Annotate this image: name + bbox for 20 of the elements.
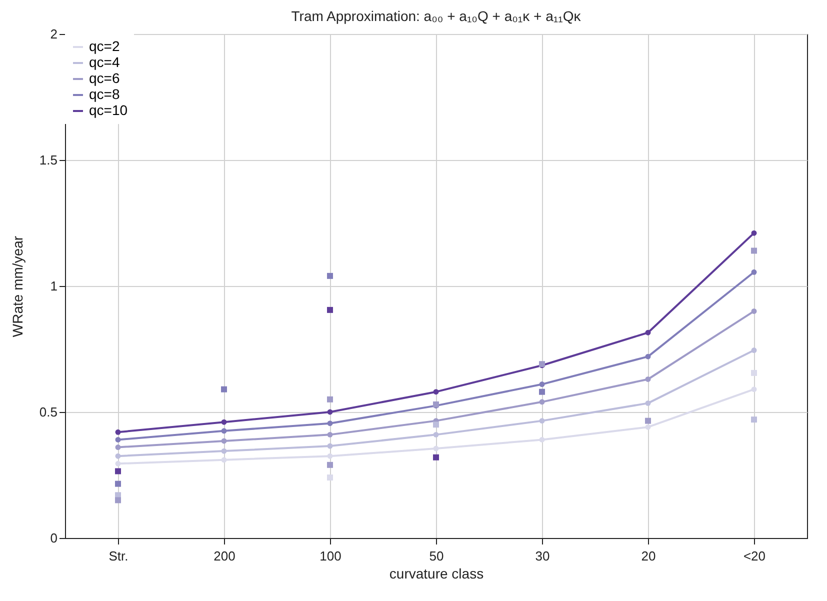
x-tick-label: <20 (743, 548, 766, 564)
legend-label: qc=10 (89, 102, 128, 118)
legend-label: qc=4 (89, 54, 120, 70)
x-tick-label: 100 (320, 548, 342, 564)
x-tick-label: 50 (429, 548, 444, 564)
x-axis-title: curvature class (389, 566, 484, 582)
x-tick-label: 200 (214, 548, 236, 564)
y-tick-label: 1.5 (39, 152, 58, 168)
y-tick-label: 1 (50, 278, 58, 294)
x-tick-label: 30 (535, 548, 550, 564)
legend-label: qc=2 (89, 38, 120, 54)
legend-label: qc=8 (89, 86, 120, 102)
x-tick-label: Str. (108, 548, 128, 564)
x-tick-label: 20 (641, 548, 656, 564)
chart-title: Tram Approximation: a₀₀ + a₁₀Q + a₀₁κ + a₁₁Qκ (291, 8, 582, 24)
y-tick-label: 0 (50, 530, 58, 546)
legend-label: qc=6 (89, 70, 120, 86)
y-axis-title: WRate mm/year (9, 236, 26, 338)
y-tick-label: 0.5 (39, 404, 58, 420)
y-tick-label: 2 (50, 26, 58, 42)
